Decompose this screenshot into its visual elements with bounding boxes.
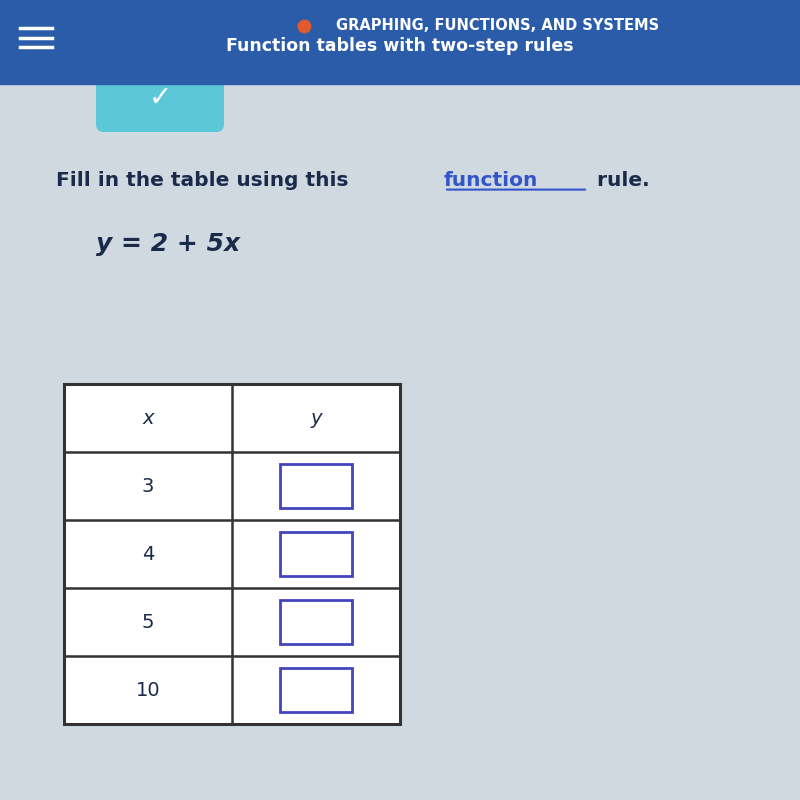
- Text: 3: 3: [142, 477, 154, 495]
- Text: GRAPHING, FUNCTIONS, AND SYSTEMS: GRAPHING, FUNCTIONS, AND SYSTEMS: [336, 18, 659, 33]
- Bar: [280, 532, 352, 576]
- Text: y: y: [310, 409, 322, 427]
- Bar: [280, 600, 352, 644]
- Text: Function tables with two-step rules: Function tables with two-step rules: [226, 38, 574, 55]
- Text: ✓: ✓: [148, 84, 172, 111]
- Text: rule.: rule.: [590, 170, 650, 190]
- Bar: [280, 464, 352, 508]
- Bar: [64, 384, 400, 724]
- Text: 5: 5: [142, 613, 154, 631]
- Text: x: x: [142, 409, 154, 427]
- Text: 10: 10: [136, 681, 160, 699]
- Bar: [64, 384, 400, 724]
- Text: 4: 4: [142, 545, 154, 563]
- FancyBboxPatch shape: [96, 64, 224, 132]
- Text: Fill in the table using this: Fill in the table using this: [56, 170, 355, 190]
- Bar: [280, 668, 352, 712]
- Bar: [0, 0, 800, 84]
- Text: function: function: [444, 170, 538, 190]
- Text: y = 2 + 5x: y = 2 + 5x: [96, 232, 240, 256]
